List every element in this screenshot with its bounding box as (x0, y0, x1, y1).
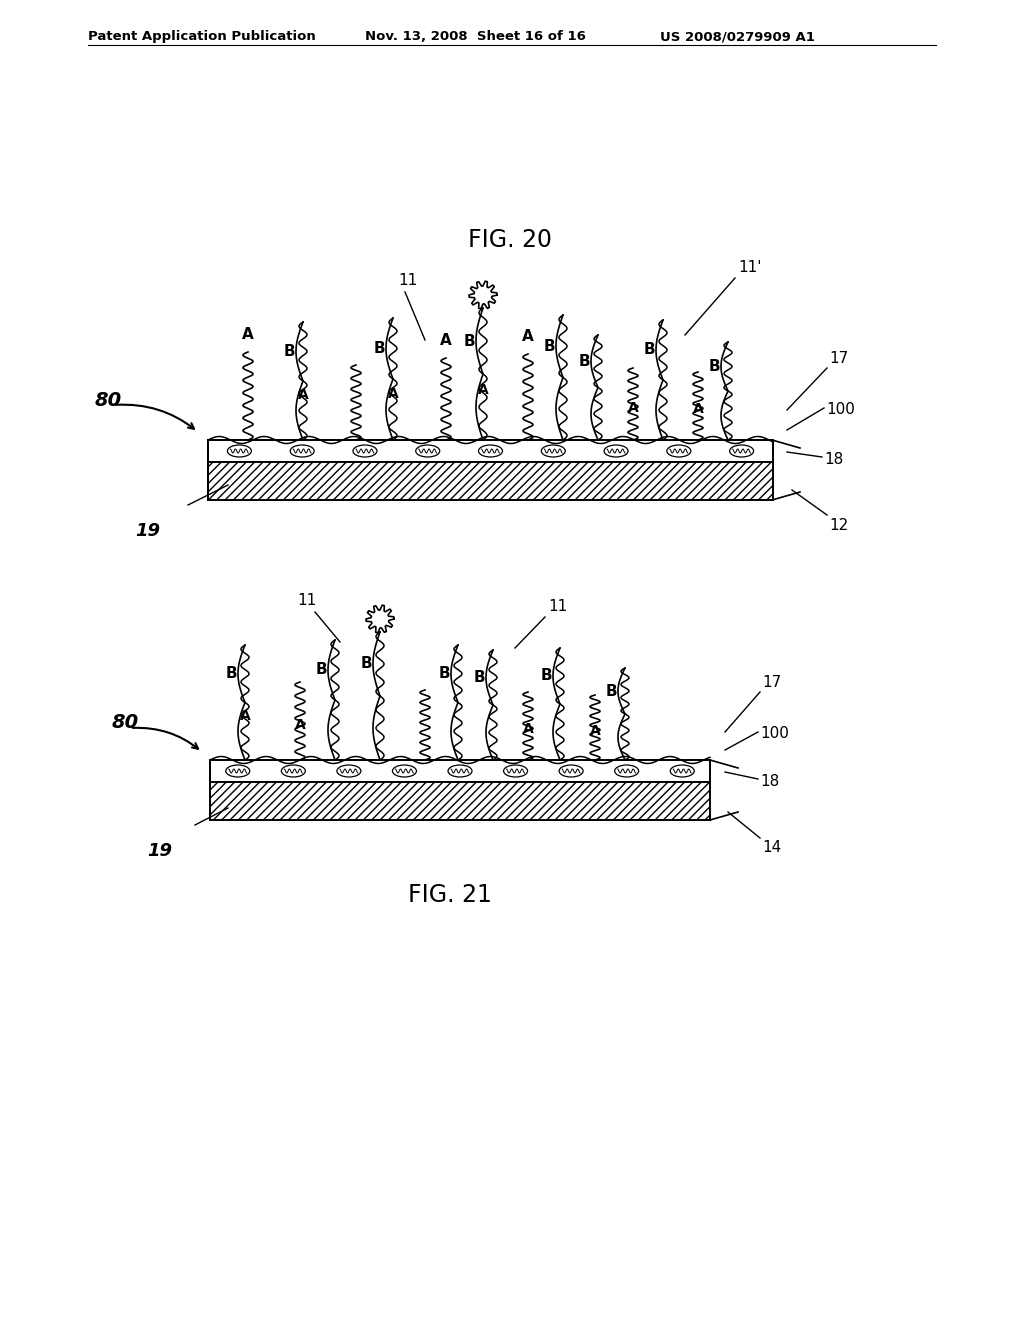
Text: US 2008/0279909 A1: US 2008/0279909 A1 (660, 30, 815, 44)
Ellipse shape (449, 766, 472, 777)
Text: 17: 17 (829, 351, 848, 366)
Ellipse shape (416, 445, 439, 457)
Text: A: A (388, 387, 398, 401)
Ellipse shape (559, 766, 583, 777)
Ellipse shape (225, 766, 250, 777)
Bar (208, 462, 773, 500)
Text: A: A (692, 403, 703, 416)
Ellipse shape (671, 766, 694, 777)
Text: 19: 19 (147, 842, 172, 861)
Text: A: A (477, 383, 488, 397)
Text: 11: 11 (548, 599, 567, 614)
Ellipse shape (282, 766, 305, 777)
Text: 17: 17 (762, 675, 781, 690)
Text: B: B (473, 671, 484, 685)
Text: 18: 18 (760, 774, 779, 788)
Text: 11: 11 (298, 593, 317, 609)
Text: A: A (295, 718, 305, 731)
Ellipse shape (392, 766, 417, 777)
Text: B: B (315, 663, 327, 677)
Ellipse shape (542, 445, 565, 457)
Text: 19: 19 (135, 521, 161, 540)
Text: 80: 80 (94, 391, 122, 409)
Ellipse shape (730, 445, 754, 457)
Text: A: A (298, 388, 308, 403)
Text: B: B (225, 667, 237, 681)
Text: Nov. 13, 2008  Sheet 16 of 16: Nov. 13, 2008 Sheet 16 of 16 (365, 30, 586, 44)
Text: B: B (438, 667, 450, 681)
Ellipse shape (504, 766, 527, 777)
Text: 11': 11' (738, 260, 762, 275)
Text: 18: 18 (824, 451, 843, 466)
Text: Patent Application Publication: Patent Application Publication (88, 30, 315, 44)
Text: A: A (440, 333, 452, 348)
Text: B: B (579, 354, 590, 368)
Text: 14: 14 (762, 840, 781, 855)
Bar (210, 781, 710, 820)
Text: 100: 100 (826, 403, 855, 417)
Text: B: B (541, 668, 552, 684)
Ellipse shape (353, 445, 377, 457)
Text: A: A (522, 329, 534, 345)
Ellipse shape (604, 445, 628, 457)
Text: B: B (373, 341, 385, 356)
Text: B: B (605, 684, 616, 698)
Ellipse shape (478, 445, 503, 457)
Ellipse shape (667, 445, 691, 457)
Text: A: A (240, 709, 251, 723)
Text: B: B (463, 334, 475, 348)
Text: FIG. 21: FIG. 21 (408, 883, 492, 907)
Ellipse shape (227, 445, 251, 457)
Text: 80: 80 (112, 713, 138, 731)
Bar (210, 760, 710, 781)
Ellipse shape (614, 766, 639, 777)
Text: B: B (284, 345, 295, 359)
Ellipse shape (290, 445, 314, 457)
Text: A: A (628, 400, 638, 414)
Text: 100: 100 (760, 726, 788, 742)
Text: A: A (590, 723, 600, 738)
Ellipse shape (337, 766, 360, 777)
Text: 11: 11 (398, 273, 418, 288)
Text: A: A (522, 722, 534, 737)
Text: B: B (360, 656, 372, 672)
Bar (208, 440, 773, 462)
Text: B: B (709, 359, 720, 374)
Text: FIG. 20: FIG. 20 (468, 228, 552, 252)
Text: B: B (643, 342, 654, 358)
Text: 12: 12 (829, 517, 848, 533)
Text: A: A (242, 327, 254, 342)
Text: B: B (543, 339, 555, 354)
